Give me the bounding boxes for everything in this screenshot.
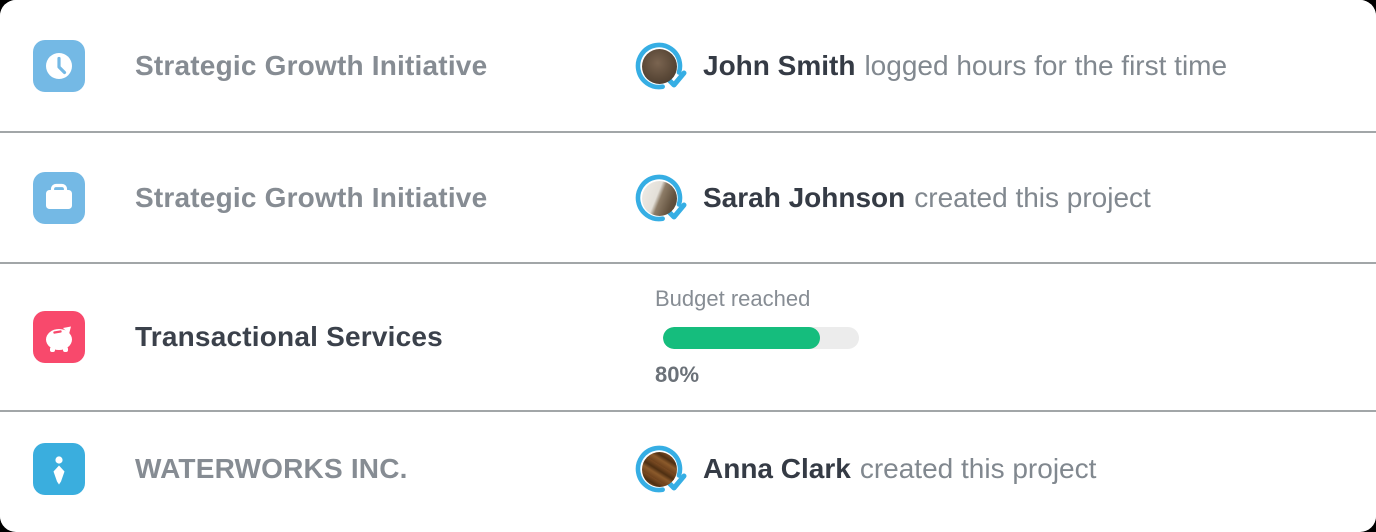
avatar[interactable] xyxy=(635,443,689,495)
budget-progress-fill xyxy=(663,327,820,349)
feed-row-time-entry[interactable]: Strategic Growth Initiative John Smith lo… xyxy=(0,0,1376,131)
activity-action: created this project xyxy=(914,181,1151,213)
activity-action: logged hours for the first time xyxy=(864,49,1228,81)
check-icon xyxy=(666,202,687,219)
avatar-photo xyxy=(642,452,677,487)
activity-entry: Anna Clark created this project xyxy=(635,443,1096,495)
avatar[interactable] xyxy=(635,40,689,92)
avatar-photo xyxy=(642,48,677,84)
clock-icon xyxy=(33,39,85,92)
budget-percent: 80% xyxy=(655,362,700,387)
budget-progress-bar xyxy=(663,327,859,349)
activity-action: created this project xyxy=(859,453,1097,484)
briefcase-icon xyxy=(33,171,85,224)
tie-icon xyxy=(33,443,85,495)
feed-row-client-created[interactable]: WATERWORKS INC. Anna Clark created this p… xyxy=(0,410,1376,526)
activity-entry: John Smith logged hours for the first tim… xyxy=(635,40,1227,92)
project-title[interactable]: Transactional Services xyxy=(135,321,443,352)
check-icon xyxy=(666,70,687,87)
actor-name[interactable]: Anna Clark xyxy=(703,453,851,484)
feed-row-project-created[interactable]: Strategic Growth Initiative Sarah Johnso… xyxy=(0,131,1376,262)
project-title[interactable]: Strategic Growth Initiative xyxy=(135,49,488,81)
avatar[interactable] xyxy=(635,172,689,224)
actor-name[interactable]: John Smith xyxy=(703,49,856,81)
budget-status: Budget reached 80% xyxy=(655,286,859,388)
activity-entry: Sarah Johnson created this project xyxy=(635,172,1151,224)
avatar-photo xyxy=(642,180,677,216)
project-title[interactable]: Strategic Growth Initiative xyxy=(135,181,488,213)
feed-row-budget[interactable]: Transactional Services Budget reached 80… xyxy=(0,262,1376,410)
check-icon xyxy=(666,473,687,491)
client-title[interactable]: WATERWORKS INC. xyxy=(135,453,408,484)
actor-name[interactable]: Sarah Johnson xyxy=(703,181,906,213)
piggy-bank-icon xyxy=(33,311,85,363)
budget-label: Budget reached xyxy=(655,286,811,311)
